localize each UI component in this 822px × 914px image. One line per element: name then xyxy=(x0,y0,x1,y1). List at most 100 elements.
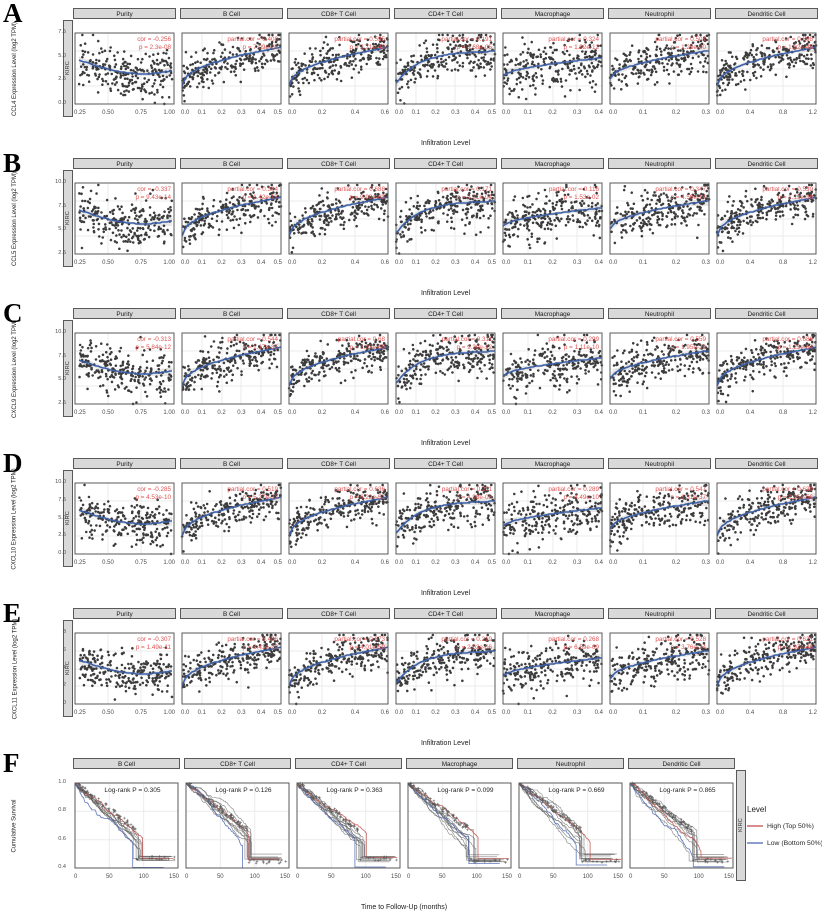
svg-text:partial.cor = 0.384: partial.cor = 0.384 xyxy=(227,186,278,193)
svg-text:Log-rank P = 0.363: Log-rank P = 0.363 xyxy=(326,787,382,794)
svg-text:p = 6.59e-09: p = 6.59e-09 xyxy=(563,644,599,651)
svg-text:100: 100 xyxy=(250,874,261,880)
svg-text:partial.cor = 0.598: partial.cor = 0.598 xyxy=(762,36,813,43)
svg-text:Log-rank P = 0.099: Log-rank P = 0.099 xyxy=(437,787,493,794)
svg-text:0.0: 0.0 xyxy=(181,560,190,566)
svg-text:p = 4.59e-14: p = 4.59e-14 xyxy=(670,194,706,201)
svg-text:0.2: 0.2 xyxy=(318,710,327,716)
svg-text:0.4: 0.4 xyxy=(351,260,360,266)
svg-text:p = 1.42e-17: p = 1.42e-17 xyxy=(242,194,278,201)
svg-text:0.1: 0.1 xyxy=(412,560,421,566)
svg-text:0.2: 0.2 xyxy=(672,260,681,266)
svg-text:p = 7.09e-20: p = 7.09e-20 xyxy=(242,44,278,51)
svg-text:0.1: 0.1 xyxy=(639,410,648,416)
svg-text:partial.cor = 0.324: partial.cor = 0.324 xyxy=(548,36,599,43)
svg-text:0.5: 0.5 xyxy=(274,410,283,416)
svg-text:0.3: 0.3 xyxy=(702,560,711,566)
svg-text:0.2: 0.2 xyxy=(217,410,226,416)
svg-text:0.4: 0.4 xyxy=(595,560,604,566)
svg-text:0.2: 0.2 xyxy=(217,710,226,716)
svg-text:0.0: 0.0 xyxy=(716,110,725,116)
svg-text:0.25: 0.25 xyxy=(74,410,86,416)
svg-text:0.5: 0.5 xyxy=(488,410,497,416)
svg-text:0.8: 0.8 xyxy=(779,410,788,416)
svg-text:0.5: 0.5 xyxy=(488,560,497,566)
svg-text:0.4: 0.4 xyxy=(471,710,480,716)
svg-text:150: 150 xyxy=(391,874,402,880)
svg-text:0.1: 0.1 xyxy=(524,560,533,566)
svg-text:0.0: 0.0 xyxy=(609,560,618,566)
svg-text:1.00: 1.00 xyxy=(163,260,175,266)
svg-text:0.0: 0.0 xyxy=(502,560,511,566)
svg-text:partial.cor = 0.299: partial.cor = 0.299 xyxy=(548,336,599,343)
svg-text:0.3: 0.3 xyxy=(702,710,711,716)
svg-text:0.3: 0.3 xyxy=(237,260,246,266)
svg-text:100: 100 xyxy=(139,874,150,880)
svg-text:0.2: 0.2 xyxy=(318,560,327,566)
svg-text:1.2: 1.2 xyxy=(809,260,818,266)
svg-text:p = 9.43e-14: p = 9.43e-14 xyxy=(135,194,171,201)
svg-text:p = 1.03e-60: p = 1.03e-60 xyxy=(349,344,385,351)
svg-text:50: 50 xyxy=(439,874,446,880)
svg-text:partial.cor = 0.408: partial.cor = 0.408 xyxy=(227,36,278,43)
svg-text:p = 1.92e-45: p = 1.92e-45 xyxy=(777,44,813,51)
svg-text:0.4: 0.4 xyxy=(257,260,266,266)
svg-text:50: 50 xyxy=(328,874,335,880)
svg-text:0.2: 0.2 xyxy=(318,260,327,266)
svg-text:0.4: 0.4 xyxy=(746,260,755,266)
svg-text:0.1: 0.1 xyxy=(524,410,533,416)
svg-text:50: 50 xyxy=(550,874,557,880)
svg-text:100: 100 xyxy=(472,874,483,880)
svg-text:0.50: 0.50 xyxy=(102,260,114,266)
svg-text:0.4: 0.4 xyxy=(351,710,360,716)
svg-text:1.2: 1.2 xyxy=(809,110,818,116)
svg-text:0.2: 0.2 xyxy=(548,110,557,116)
svg-text:0.1: 0.1 xyxy=(524,260,533,266)
svg-text:p = 2.3e-08: p = 2.3e-08 xyxy=(139,44,172,51)
svg-text:0.1: 0.1 xyxy=(412,710,421,716)
svg-text:p = 9.98e-63: p = 9.98e-63 xyxy=(349,194,385,201)
svg-text:0.1: 0.1 xyxy=(412,110,421,116)
svg-text:0.3: 0.3 xyxy=(702,260,711,266)
svg-text:partial.cor = 0.289: partial.cor = 0.289 xyxy=(548,486,599,493)
svg-text:0.0: 0.0 xyxy=(288,260,297,266)
svg-text:0.25: 0.25 xyxy=(74,260,86,266)
svg-text:0.5: 0.5 xyxy=(274,110,283,116)
svg-text:0.2: 0.2 xyxy=(548,410,557,416)
svg-text:0.1: 0.1 xyxy=(639,710,648,716)
svg-text:0.0: 0.0 xyxy=(181,110,190,116)
svg-text:0.4: 0.4 xyxy=(351,410,360,416)
svg-text:p = 3.76e-34: p = 3.76e-34 xyxy=(670,644,706,651)
svg-text:0.0: 0.0 xyxy=(609,260,618,266)
svg-text:0.3: 0.3 xyxy=(573,110,582,116)
svg-text:0.8: 0.8 xyxy=(779,560,788,566)
svg-text:0.1: 0.1 xyxy=(198,410,207,416)
svg-text:0.3: 0.3 xyxy=(573,560,582,566)
svg-text:p = 1.53e-02: p = 1.53e-02 xyxy=(563,194,599,201)
svg-text:1.00: 1.00 xyxy=(163,560,175,566)
svg-text:partial.cor = 0.595: partial.cor = 0.595 xyxy=(334,36,385,43)
svg-text:0.2: 0.2 xyxy=(431,110,440,116)
svg-text:partial.cor = 0.268: partial.cor = 0.268 xyxy=(548,636,599,643)
svg-text:50: 50 xyxy=(106,874,113,880)
svg-text:0.2: 0.2 xyxy=(548,710,557,716)
svg-text:0.6: 0.6 xyxy=(381,560,390,566)
svg-text:0.50: 0.50 xyxy=(102,110,114,116)
svg-text:p = 4.98e-06: p = 4.98e-06 xyxy=(456,494,492,501)
svg-text:p = 1.11e-10: p = 1.11e-10 xyxy=(564,344,600,351)
svg-text:p = 2.03e-06: p = 2.03e-06 xyxy=(456,644,492,651)
svg-text:0.3: 0.3 xyxy=(573,710,582,716)
svg-text:0.25: 0.25 xyxy=(74,560,86,566)
svg-text:p = 1.92e-12: p = 1.92e-12 xyxy=(563,44,599,51)
svg-text:p = 4.53e-10: p = 4.53e-10 xyxy=(135,494,171,501)
svg-text:partial.cor = 0.547: partial.cor = 0.547 xyxy=(655,486,706,493)
svg-text:p = 1.17e-35: p = 1.17e-35 xyxy=(242,344,278,351)
svg-text:0.2: 0.2 xyxy=(672,560,681,566)
svg-text:0.75: 0.75 xyxy=(135,260,147,266)
svg-text:partial.cor = 0.639: partial.cor = 0.639 xyxy=(762,486,813,493)
svg-text:partial.cor = 0.688: partial.cor = 0.688 xyxy=(334,186,385,193)
svg-text:0.3: 0.3 xyxy=(451,410,460,416)
svg-text:0.0: 0.0 xyxy=(181,260,190,266)
svg-text:0.4: 0.4 xyxy=(595,410,604,416)
svg-text:partial.cor = 0.544: partial.cor = 0.544 xyxy=(227,336,278,343)
